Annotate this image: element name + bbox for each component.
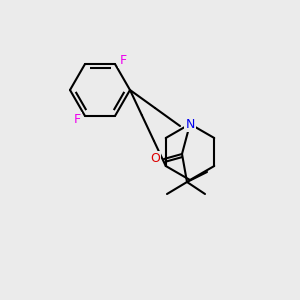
Text: N: N — [185, 118, 195, 130]
Text: O: O — [150, 152, 160, 166]
Text: F: F — [119, 53, 127, 67]
Text: F: F — [74, 113, 81, 127]
